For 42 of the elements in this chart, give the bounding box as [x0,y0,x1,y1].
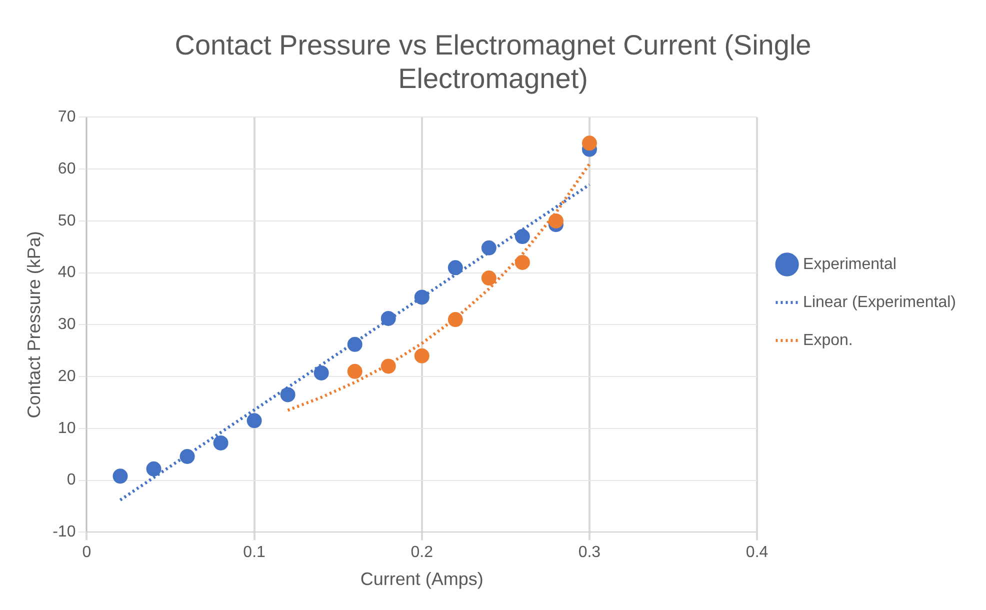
point [481,240,496,256]
point [448,312,463,328]
point [280,387,296,402]
chart-title: Contact Pressure vs Electromagnet Current (Single Electromagnet) [174,30,812,94]
x-tick-label: 0.4 [746,544,768,562]
y-tick-label: 10 [58,420,76,437]
legend-label: Linear (Experimental) [803,294,956,311]
point [514,229,530,244]
point [548,213,564,228]
point [347,336,362,352]
point [582,136,597,151]
y-tick-label: 0 [66,472,76,489]
x-tick-label: 0 [82,544,92,562]
point [180,448,195,464]
point [414,290,430,305]
y-tick-label: 40 [58,264,76,282]
point [213,435,228,450]
point [380,310,396,326]
point [112,468,128,484]
point [514,254,530,270]
point [481,270,496,286]
y-tick-label: 60 [58,160,76,178]
point [414,348,430,364]
y-tick-label: 30 [58,316,76,334]
y-tick-label: -10 [52,524,76,541]
line-series [286,162,591,412]
x-axis-title: Current (Amps) [360,569,484,590]
point [246,413,262,428]
y-tick-label: 50 [58,212,76,230]
y-axis-title: Contact Pressure (kPa) [24,231,44,418]
x-tick-label: 0.1 [243,544,266,562]
legend-label: Expon. [803,332,853,349]
point [347,364,362,379]
y-tick-label: 70 [58,108,76,126]
point [146,461,162,476]
x-tick-label: 0.3 [578,544,601,562]
legend-label: Experimental [803,256,896,273]
x-tick-label: 0.2 [410,544,434,562]
point [380,358,396,374]
y-tick-label: 20 [58,368,76,385]
point [448,260,463,276]
point [314,365,329,380]
